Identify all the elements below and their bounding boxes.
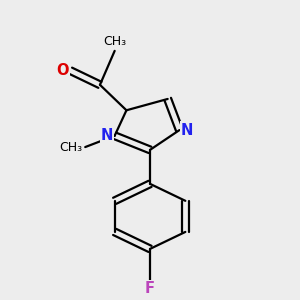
Text: CH₃: CH₃ (59, 141, 82, 154)
Text: CH₃: CH₃ (103, 35, 126, 48)
Text: F: F (145, 281, 155, 296)
Text: N: N (181, 123, 193, 138)
Text: O: O (56, 63, 69, 78)
Text: N: N (101, 128, 113, 143)
